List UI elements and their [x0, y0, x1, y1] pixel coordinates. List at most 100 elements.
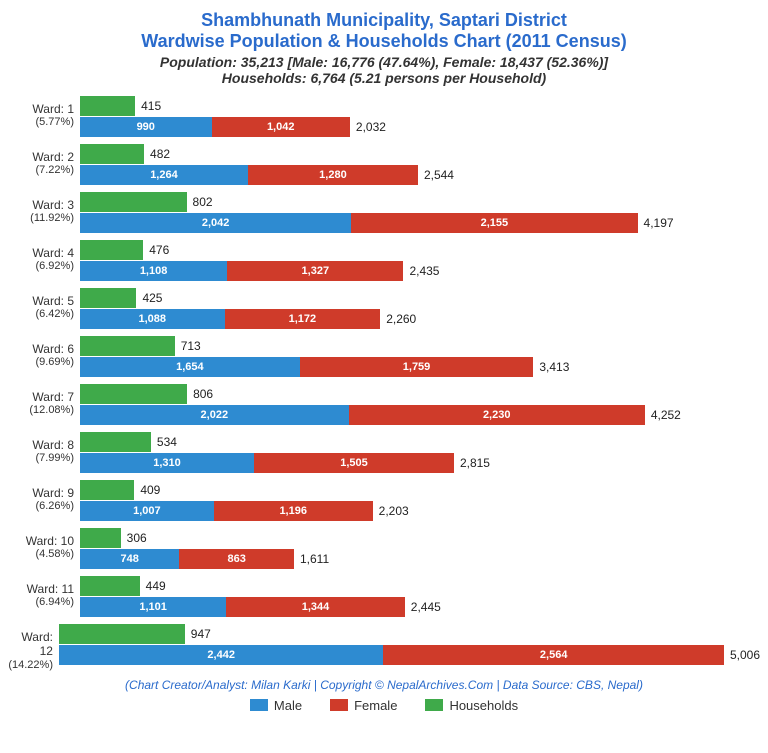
total-value: 2,445 [411, 600, 441, 614]
female-bar: 1,759 [300, 357, 534, 377]
ward-row: Ward: 10(4.58%)3067488631,611 [8, 528, 760, 570]
total-value: 2,032 [356, 120, 386, 134]
ward-percent: (4.58%) [8, 548, 74, 561]
ward-bars: 534 1,3101,5052,815 [80, 432, 760, 474]
households-value: 306 [127, 531, 147, 545]
ward-label: Ward: 8(7.99%) [8, 432, 80, 466]
total-value: 2,435 [409, 264, 439, 278]
population-bar-line: 1,264 1,280 2,544 [80, 165, 760, 185]
ward-percent: (6.42%) [8, 308, 74, 321]
male-bar: 990 [80, 117, 212, 137]
ward-label: Ward: 1(5.77%) [8, 96, 80, 130]
households-value: 476 [149, 243, 169, 257]
total-value: 4,197 [644, 216, 674, 230]
households-bar-line: 806 [80, 384, 760, 404]
legend-label-male: Male [274, 698, 302, 713]
ward-percent: (6.92%) [8, 260, 74, 273]
households-bar-line: 534 [80, 432, 760, 452]
chart-credit: (Chart Creator/Analyst: Milan Karki | Co… [8, 678, 760, 692]
households-value: 713 [181, 339, 201, 353]
population-bar-line: 1,0881,1722,260 [80, 309, 760, 329]
households-bar [80, 336, 175, 356]
population-bar-line: 1,3101,5052,815 [80, 453, 760, 473]
ward-row: Ward: 3(11.92%) 802 2,042 2,155 4,197 [8, 192, 760, 234]
households-value: 425 [142, 291, 162, 305]
ward-bars: 9472,4422,5645,006 [59, 624, 760, 666]
households-bar-line: 415 [80, 96, 760, 116]
households-bar [80, 576, 140, 596]
female-bar: 1,172 [225, 309, 381, 329]
ward-percent: (6.26%) [8, 500, 74, 513]
households-value: 415 [141, 99, 161, 113]
ward-percent: (7.99%) [8, 452, 74, 465]
ward-label: Ward: 5(6.42%) [8, 288, 80, 322]
total-value: 2,260 [386, 312, 416, 326]
ward-label: Ward: 11(6.94%) [8, 576, 80, 610]
female-value: 2,155 [481, 217, 509, 229]
ward-row: Ward: 8(7.99%) 534 1,3101,5052,815 [8, 432, 760, 474]
female-value: 2,230 [483, 409, 511, 421]
total-value: 2,815 [460, 456, 490, 470]
population-bar-line: 1,007 1,196 2,203 [80, 501, 760, 521]
female-bar: 1,280 [248, 165, 418, 185]
total-value: 2,544 [424, 168, 454, 182]
male-value: 2,042 [202, 217, 230, 229]
ward-bars: 8062,022 2,230 4,252 [80, 384, 760, 426]
ward-bars: 4091,0071,1962,203 [80, 480, 760, 522]
ward-row: Ward: 1(5.77%) 415 990 1,042 2,032 [8, 96, 760, 138]
male-value: 1,264 [150, 169, 178, 181]
households-bar-line: 713 [80, 336, 760, 356]
ward-bars: 482 1,264 1,280 2,544 [80, 144, 760, 186]
ward-row: Ward: 2(7.22%)4821,2641,2802,544 [8, 144, 760, 186]
population-bar-line: 2,4422,5645,006 [59, 645, 760, 665]
legend-item-households: Households [425, 698, 518, 713]
ward-number: Ward: 9 [8, 486, 74, 500]
legend-item-female: Female [330, 698, 397, 713]
total-value: 2,203 [379, 504, 409, 518]
ward-bars: 476 1,1081,3272,435 [80, 240, 760, 282]
households-value: 482 [150, 147, 170, 161]
female-bar: 1,344 [226, 597, 405, 617]
ward-number: Ward: 8 [8, 438, 74, 452]
male-bar: 1,654 [80, 357, 300, 377]
male-bar: 2,022 [80, 405, 349, 425]
female-value: 1,042 [267, 121, 295, 133]
male-bar: 1,108 [80, 261, 227, 281]
male-value: 1,310 [153, 457, 181, 469]
female-bar: 1,196 [214, 501, 373, 521]
chart-legend: Male Female Households [8, 698, 760, 713]
legend-swatch-households [425, 699, 443, 711]
ward-bars: 802 2,042 2,155 4,197 [80, 192, 760, 234]
total-value: 4,252 [651, 408, 681, 422]
legend-item-male: Male [250, 698, 302, 713]
population-bar-line: 1,1081,3272,435 [80, 261, 760, 281]
male-bar: 748 [80, 549, 179, 569]
male-value: 990 [137, 121, 155, 133]
ward-bars: 415 990 1,042 2,032 [80, 96, 760, 138]
households-bar [80, 480, 134, 500]
male-value: 2,442 [207, 649, 235, 661]
ward-number: Ward: 4 [8, 246, 74, 260]
legend-label-households: Households [449, 698, 518, 713]
ward-row: Ward: 4(6.92%) 476 1,1081,3272,435 [8, 240, 760, 282]
households-bar [80, 528, 121, 548]
male-value: 1,007 [133, 505, 161, 517]
households-value: 534 [157, 435, 177, 449]
households-bar [80, 384, 187, 404]
ward-percent: (12.08%) [8, 404, 74, 417]
households-bar-line: 482 [80, 144, 760, 164]
population-bar-line: 7488631,611 [80, 549, 760, 569]
ward-row: Ward: 6(9.69%)7131,6541,7593,413 [8, 336, 760, 378]
households-bar [80, 96, 135, 116]
female-bar: 863 [179, 549, 294, 569]
female-value: 1,196 [279, 505, 307, 517]
households-bar-line: 947 [59, 624, 760, 644]
ward-row: Ward: 5(6.42%)4251,0881,1722,260 [8, 288, 760, 330]
male-bar: 1,264 [80, 165, 248, 185]
ward-number: Ward: 6 [8, 342, 74, 356]
female-value: 1,280 [319, 169, 347, 181]
male-value: 1,108 [140, 265, 168, 277]
ward-label: Ward: 3(11.92%) [8, 192, 80, 226]
households-value: 802 [193, 195, 213, 209]
households-bar [80, 240, 143, 260]
